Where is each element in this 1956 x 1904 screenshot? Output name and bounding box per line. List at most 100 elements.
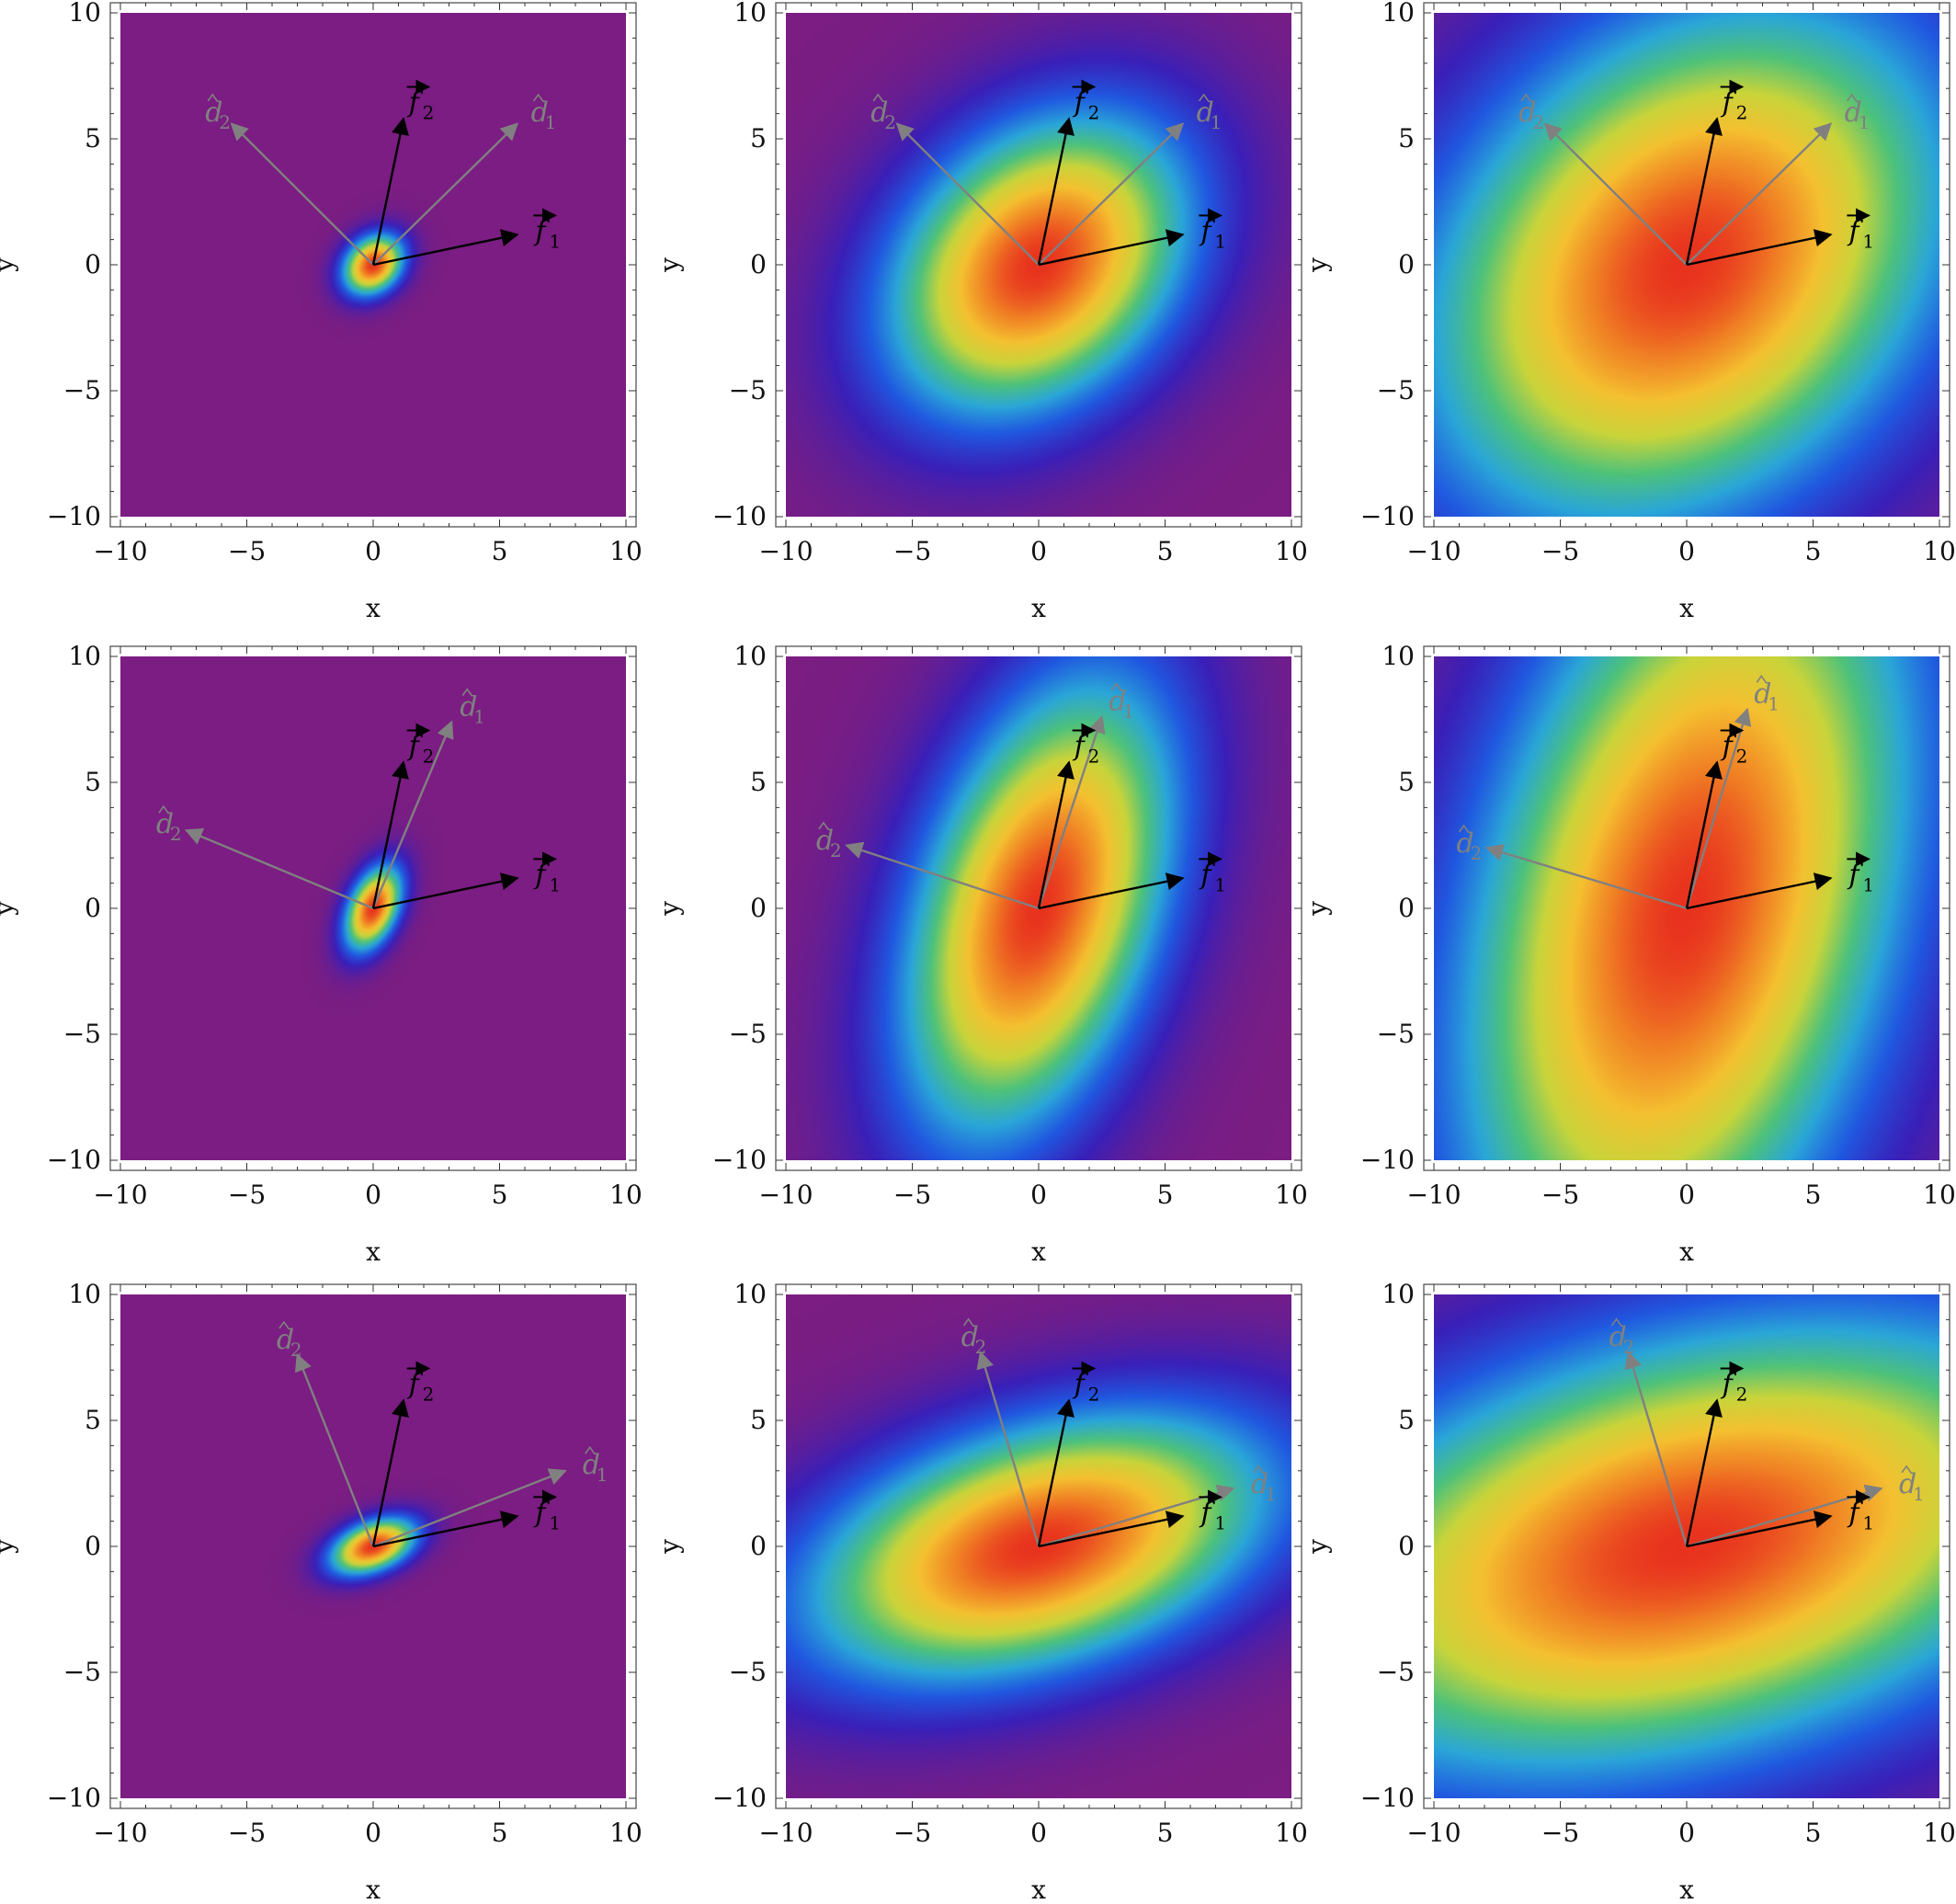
vector-d2-label: d2 (870, 93, 896, 133)
vector-d1-subscript: 1 (473, 706, 485, 728)
y-tick-label: 0 (85, 249, 101, 279)
hat-accent-icon (585, 1445, 596, 1454)
x-tick-label: −5 (1541, 536, 1579, 566)
y-axis-label: y (654, 901, 685, 917)
x-tick-label: 0 (365, 1818, 381, 1848)
x-tick-label: 0 (365, 1180, 381, 1210)
x-tick-label: −10 (93, 536, 147, 566)
y-tick-label: −5 (729, 1019, 767, 1049)
vector-d1-letter: d (460, 691, 477, 724)
vector-d2-label: d2 (1457, 824, 1483, 864)
y-tick-label: −5 (729, 375, 767, 405)
y-tick-label: 0 (750, 893, 767, 923)
vector-d2-subscript: 2 (975, 1336, 987, 1358)
hat-accent-icon (1110, 682, 1122, 691)
x-tick-label: −5 (893, 1818, 931, 1848)
x-axis-label: x (366, 1237, 381, 1267)
hat-accent-icon (279, 1320, 290, 1329)
vector-d2-arrow (230, 122, 374, 266)
x-tick-label: 0 (1030, 1180, 1047, 1210)
vector-d2-arrow (1624, 1351, 1689, 1547)
vector-f1-subscript: 1 (549, 230, 561, 252)
vector-d2-subscript: 2 (1471, 842, 1483, 864)
vector-d2-label: d2 (961, 1317, 987, 1358)
vector-f1-arrow (372, 229, 519, 267)
y-axis-label: y (654, 257, 685, 273)
vector-f2-arrow (1037, 117, 1075, 266)
vector-d1-label: d1 (1899, 1465, 1925, 1505)
y-tick-label: −10 (1360, 1145, 1415, 1175)
vector-d2-subscript: 2 (290, 1339, 302, 1361)
vector-d2-letter: d (277, 1324, 294, 1356)
vector-f1-arrow (1038, 229, 1185, 267)
y-tick-label: −10 (47, 1783, 101, 1813)
vector-d1-letter: d (1197, 97, 1214, 129)
vector-d1-label: d1 (1251, 1465, 1277, 1505)
y-tick-label: −5 (729, 1657, 767, 1687)
vector-d1-subscript: 1 (1211, 111, 1222, 133)
y-axis-label: y (0, 1539, 19, 1555)
x-tick-label: −10 (1406, 1180, 1461, 1210)
y-tick-label: 10 (68, 1279, 101, 1309)
y-tick-label: 0 (1398, 249, 1415, 279)
vector-d2-subscript: 2 (1532, 111, 1544, 133)
x-tick-label: 0 (1678, 536, 1695, 566)
y-tick-label: −5 (1377, 1019, 1415, 1049)
vector-f1-subscript: 1 (549, 1511, 561, 1533)
vector-d1-letter: d (1109, 686, 1126, 718)
vector-d1-label: d1 (1754, 674, 1780, 714)
x-axis-label: x (1031, 593, 1046, 623)
vector-d2-letter: d (816, 825, 834, 857)
vector-d2-letter: d (870, 97, 888, 129)
y-tick-label: −10 (712, 1145, 767, 1175)
y-tick-label: −5 (63, 1019, 101, 1049)
hat-accent-icon (1610, 1317, 1622, 1327)
vector-f2-subscript: 2 (1736, 101, 1748, 123)
vector-f1-arrow (372, 872, 519, 910)
x-tick-label: 5 (492, 1180, 508, 1210)
hat-accent-icon (1756, 674, 1767, 683)
x-tick-label: −10 (1406, 536, 1461, 566)
vector-f1-arrow (1038, 872, 1185, 910)
vector-d2-label: d2 (1609, 1317, 1634, 1358)
vector-d1-subscript: 1 (1122, 701, 1134, 723)
y-axis-label: y (654, 1539, 685, 1555)
y-tick-label: 0 (85, 893, 101, 923)
vector-d2-subscript: 2 (830, 839, 842, 861)
y-tick-label: 0 (1398, 893, 1415, 923)
vector-d1-subscript: 1 (1913, 1483, 1925, 1505)
hat-accent-icon (962, 1317, 974, 1327)
y-tick-label: −10 (712, 1783, 767, 1813)
x-tick-label: 5 (1157, 1180, 1174, 1210)
vector-d1-subscript: 1 (597, 1464, 608, 1486)
vector-f1-arrow (1038, 1511, 1185, 1548)
vector-d1-arrow (1686, 122, 1833, 266)
vector-d2-label: d2 (277, 1320, 302, 1361)
vector-f1-subscript: 1 (1214, 230, 1226, 252)
y-tick-label: 10 (734, 1279, 767, 1309)
y-tick-label: 5 (1398, 767, 1415, 797)
x-axis-label: x (1031, 1875, 1046, 1904)
y-tick-label: 5 (85, 1405, 101, 1435)
vector-d2-subscript: 2 (170, 823, 182, 845)
y-tick-label: −10 (47, 501, 101, 531)
y-tick-label: −5 (1377, 375, 1415, 405)
y-tick-label: −5 (63, 375, 101, 405)
vector-d1-label: d1 (1197, 93, 1222, 133)
vector-d1-arrow (1037, 714, 1106, 909)
vector-d2-letter: d (1609, 1321, 1627, 1353)
x-tick-label: 0 (1030, 1818, 1047, 1848)
vector-f1-subscript: 1 (549, 873, 561, 895)
y-tick-label: 0 (750, 1531, 767, 1561)
x-tick-label: −5 (228, 1180, 266, 1210)
vector-d2-label: d2 (1518, 93, 1544, 133)
hat-accent-icon (207, 93, 218, 102)
x-tick-label: 5 (1157, 536, 1174, 566)
vector-f2-arrow (371, 1398, 409, 1547)
vector-d2-letter: d (1457, 827, 1474, 860)
